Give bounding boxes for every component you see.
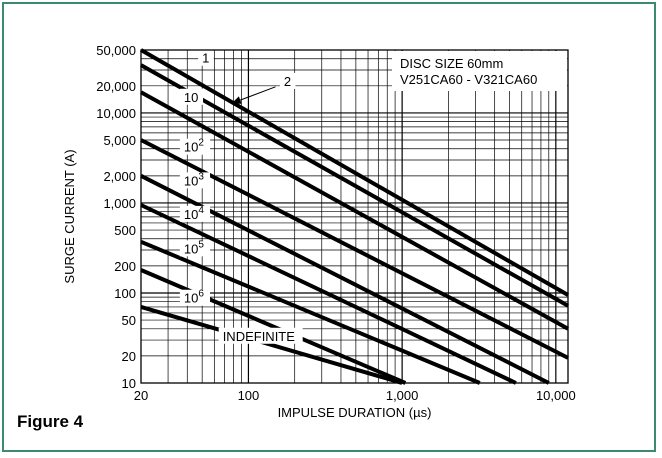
x-tick-label: 10,000 bbox=[536, 388, 576, 403]
y-tick-label: 20,000 bbox=[96, 79, 136, 94]
curve-label-bg bbox=[279, 72, 296, 89]
curve-label: 2 bbox=[284, 74, 291, 89]
y-tick-label: 2,000 bbox=[103, 169, 136, 184]
curve-label: 10 bbox=[184, 90, 198, 105]
curve-label-bg bbox=[179, 205, 211, 222]
plot-border bbox=[140, 49, 569, 384]
y-tick-label: 50 bbox=[122, 313, 136, 328]
label-arrow-head bbox=[231, 96, 242, 104]
y-tick-label: 20 bbox=[122, 349, 136, 364]
curve-label-bg bbox=[179, 138, 211, 155]
curve-label-bg bbox=[179, 88, 204, 105]
x-tick-label: 20 bbox=[134, 388, 148, 403]
y-axis-label: SURGE CURRENT (A) bbox=[62, 149, 77, 283]
curve-label-exponent: 2 bbox=[198, 138, 204, 149]
series-line-102 bbox=[140, 138, 569, 360]
annotation-bg bbox=[392, 51, 567, 91]
curve-label-bg bbox=[179, 240, 211, 257]
series-line-10 bbox=[140, 90, 569, 331]
x-axis-label: IMPULSE DURATION (µs) bbox=[278, 405, 432, 420]
curve-label-bg bbox=[218, 327, 303, 344]
curve-label: 1 bbox=[202, 51, 209, 66]
curve-label-exponent: 6 bbox=[198, 289, 204, 300]
series-line-105 bbox=[140, 239, 481, 385]
y-tick-label: 10,000 bbox=[96, 106, 136, 121]
y-tick-label: 5,000 bbox=[103, 133, 136, 148]
curve-label-bg bbox=[198, 49, 214, 66]
y-tick-label: 100 bbox=[114, 286, 136, 301]
series-line-1 bbox=[140, 48, 569, 297]
y-tick-label: 200 bbox=[114, 259, 136, 274]
curve-label-bg bbox=[179, 172, 211, 189]
curve-label: INDEFINITE bbox=[223, 329, 296, 344]
y-tick-label: 10 bbox=[122, 376, 136, 391]
y-tick-label: 500 bbox=[114, 223, 136, 238]
series-line-104 bbox=[140, 203, 517, 385]
curve-label-exponent: 4 bbox=[198, 205, 204, 216]
series-line-indefinite bbox=[140, 304, 403, 385]
curve-label-exponent: 3 bbox=[198, 171, 204, 182]
annotation-line: V251CA60 - V321CA60 bbox=[400, 72, 537, 87]
tick-labels: 20 100 1,000 10,000 50,000 20,000 10,000 5,000 2… bbox=[96, 43, 575, 403]
curve-label-exponent: 5 bbox=[198, 239, 204, 250]
series-line-2 bbox=[140, 63, 569, 308]
annotation-line: DISC SIZE 60mm bbox=[400, 56, 503, 71]
series-line-106 bbox=[140, 268, 407, 385]
y-tick-label: 50,000 bbox=[96, 43, 136, 58]
figure-label: Figure 4 bbox=[17, 412, 84, 431]
x-tick-label: 1,000 bbox=[386, 388, 419, 403]
x-tick-label: 100 bbox=[238, 388, 260, 403]
curve-label-bg bbox=[179, 289, 211, 306]
y-tick-label: 1,000 bbox=[103, 196, 136, 211]
